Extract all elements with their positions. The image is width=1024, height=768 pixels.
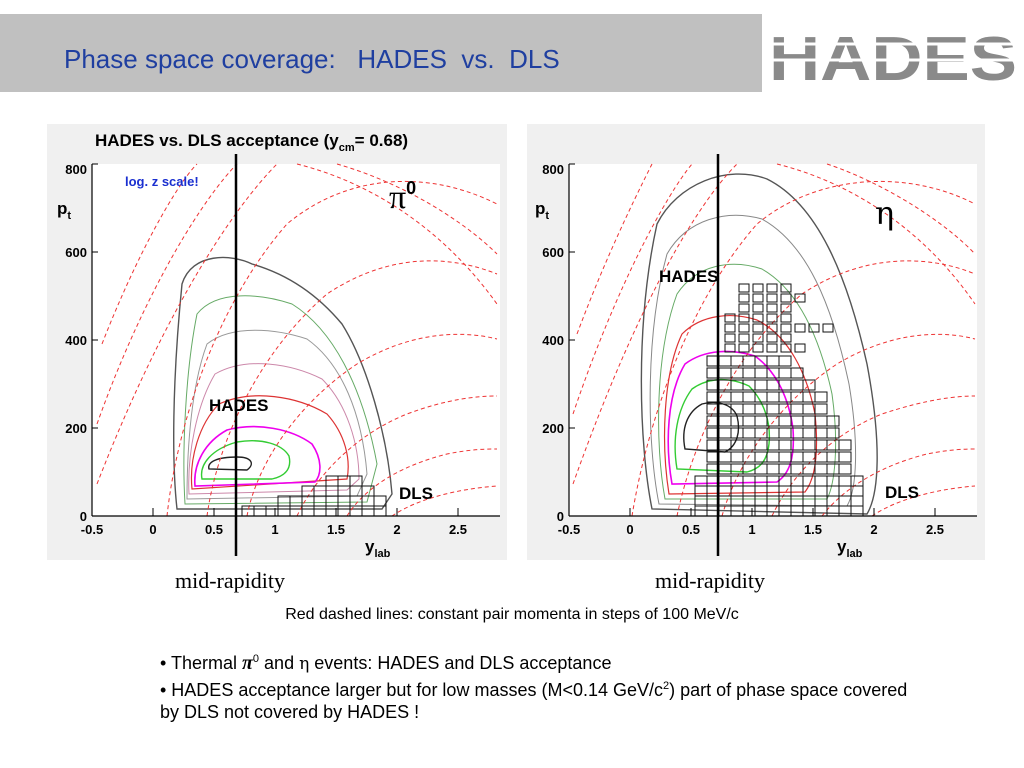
hades-logo-graphic: HADES — [762, 14, 1024, 92]
dls-label: DLS — [399, 484, 433, 503]
x-axis-label: ylab — [837, 537, 863, 560]
x-tick: 2.5 — [926, 522, 944, 537]
bullet-list: • Thermal π0 and η events: HADES and DLS… — [160, 652, 920, 727]
bullet-text: • HADES acceptance larger but for low ma… — [160, 680, 664, 700]
y-tick: 0 — [557, 509, 564, 524]
y-tick: 0 — [80, 509, 87, 524]
x-tick: 2 — [870, 522, 877, 537]
x-tick: 2.5 — [449, 522, 467, 537]
x-tick: 1.5 — [327, 522, 345, 537]
y-tick: 200 — [542, 421, 564, 436]
particle-label-eta: η — [875, 194, 894, 232]
bullet-text: and — [259, 653, 300, 673]
plot-pi0: -0.5 0 0.5 1 1.5 2 2.5 0 200 400 600 800… — [47, 124, 507, 560]
pi-symbol: π — [242, 652, 253, 674]
y-tick: 400 — [65, 333, 87, 348]
mid-rapidity-label-right: mid-rapidity — [655, 568, 765, 593]
slide-title: Phase space coverage: HADES vs. DLS — [64, 44, 560, 74]
x-axis-label: ylab — [365, 537, 391, 560]
x-tick: 1.5 — [804, 522, 822, 537]
y-tick: 600 — [542, 245, 564, 260]
plot-pi0-svg: -0.5 0 0.5 1 1.5 2 2.5 0 200 400 600 800… — [47, 124, 507, 560]
x-tick: -0.5 — [558, 522, 580, 537]
bullet-text: • Thermal — [160, 653, 242, 673]
superscript: 2 — [663, 680, 670, 692]
x-tick: 0.5 — [205, 522, 223, 537]
hades-label: HADES — [209, 396, 269, 415]
y-tick: 200 — [65, 421, 87, 436]
hades-logo: HADES — [762, 14, 1024, 92]
dls-label: DLS — [885, 483, 919, 502]
y-tick: 400 — [542, 333, 564, 348]
y-tick: 800 — [542, 162, 564, 177]
bullet-text: events: HADES and DLS acceptance — [309, 653, 612, 673]
x-tick: 0 — [149, 522, 156, 537]
bullet-item: • HADES acceptance larger but for low ma… — [160, 679, 920, 723]
y-tick: 800 — [65, 162, 87, 177]
superscript: 0 — [252, 653, 260, 665]
x-tick: 1 — [748, 522, 755, 537]
particle-label-pi0: π0 — [389, 178, 416, 216]
plot-eta-svg: -0.5 0 0.5 1 1.5 2 2.5 0 200 400 600 800… — [527, 124, 985, 560]
y-axis-label: pt — [535, 199, 549, 222]
bullet-text: ) part of phase space covered by DLS not… — [160, 680, 908, 722]
hades-label: HADES — [659, 267, 719, 286]
x-tick: -0.5 — [81, 522, 103, 537]
log-scale-note: log. z scale! — [125, 174, 199, 189]
x-tick: 0.5 — [682, 522, 700, 537]
x-tick: 0 — [626, 522, 633, 537]
bullet-item: • Thermal π0 and η events: HADES and DLS… — [160, 652, 920, 675]
x-tick: 1 — [271, 522, 278, 537]
plot-title: HADES vs. DLS acceptance (ycm= 0.68) — [95, 131, 408, 154]
x-tick: 2 — [393, 522, 400, 537]
eta-symbol: η — [299, 654, 310, 674]
y-axis-label: pt — [57, 199, 71, 222]
mid-rapidity-label-left: mid-rapidity — [175, 568, 285, 593]
figure-caption: Red dashed lines: constant pair momenta … — [285, 606, 739, 623]
y-tick: 600 — [65, 245, 87, 260]
plot-eta: -0.5 0 0.5 1 1.5 2 2.5 0 200 400 600 800… — [527, 124, 985, 560]
